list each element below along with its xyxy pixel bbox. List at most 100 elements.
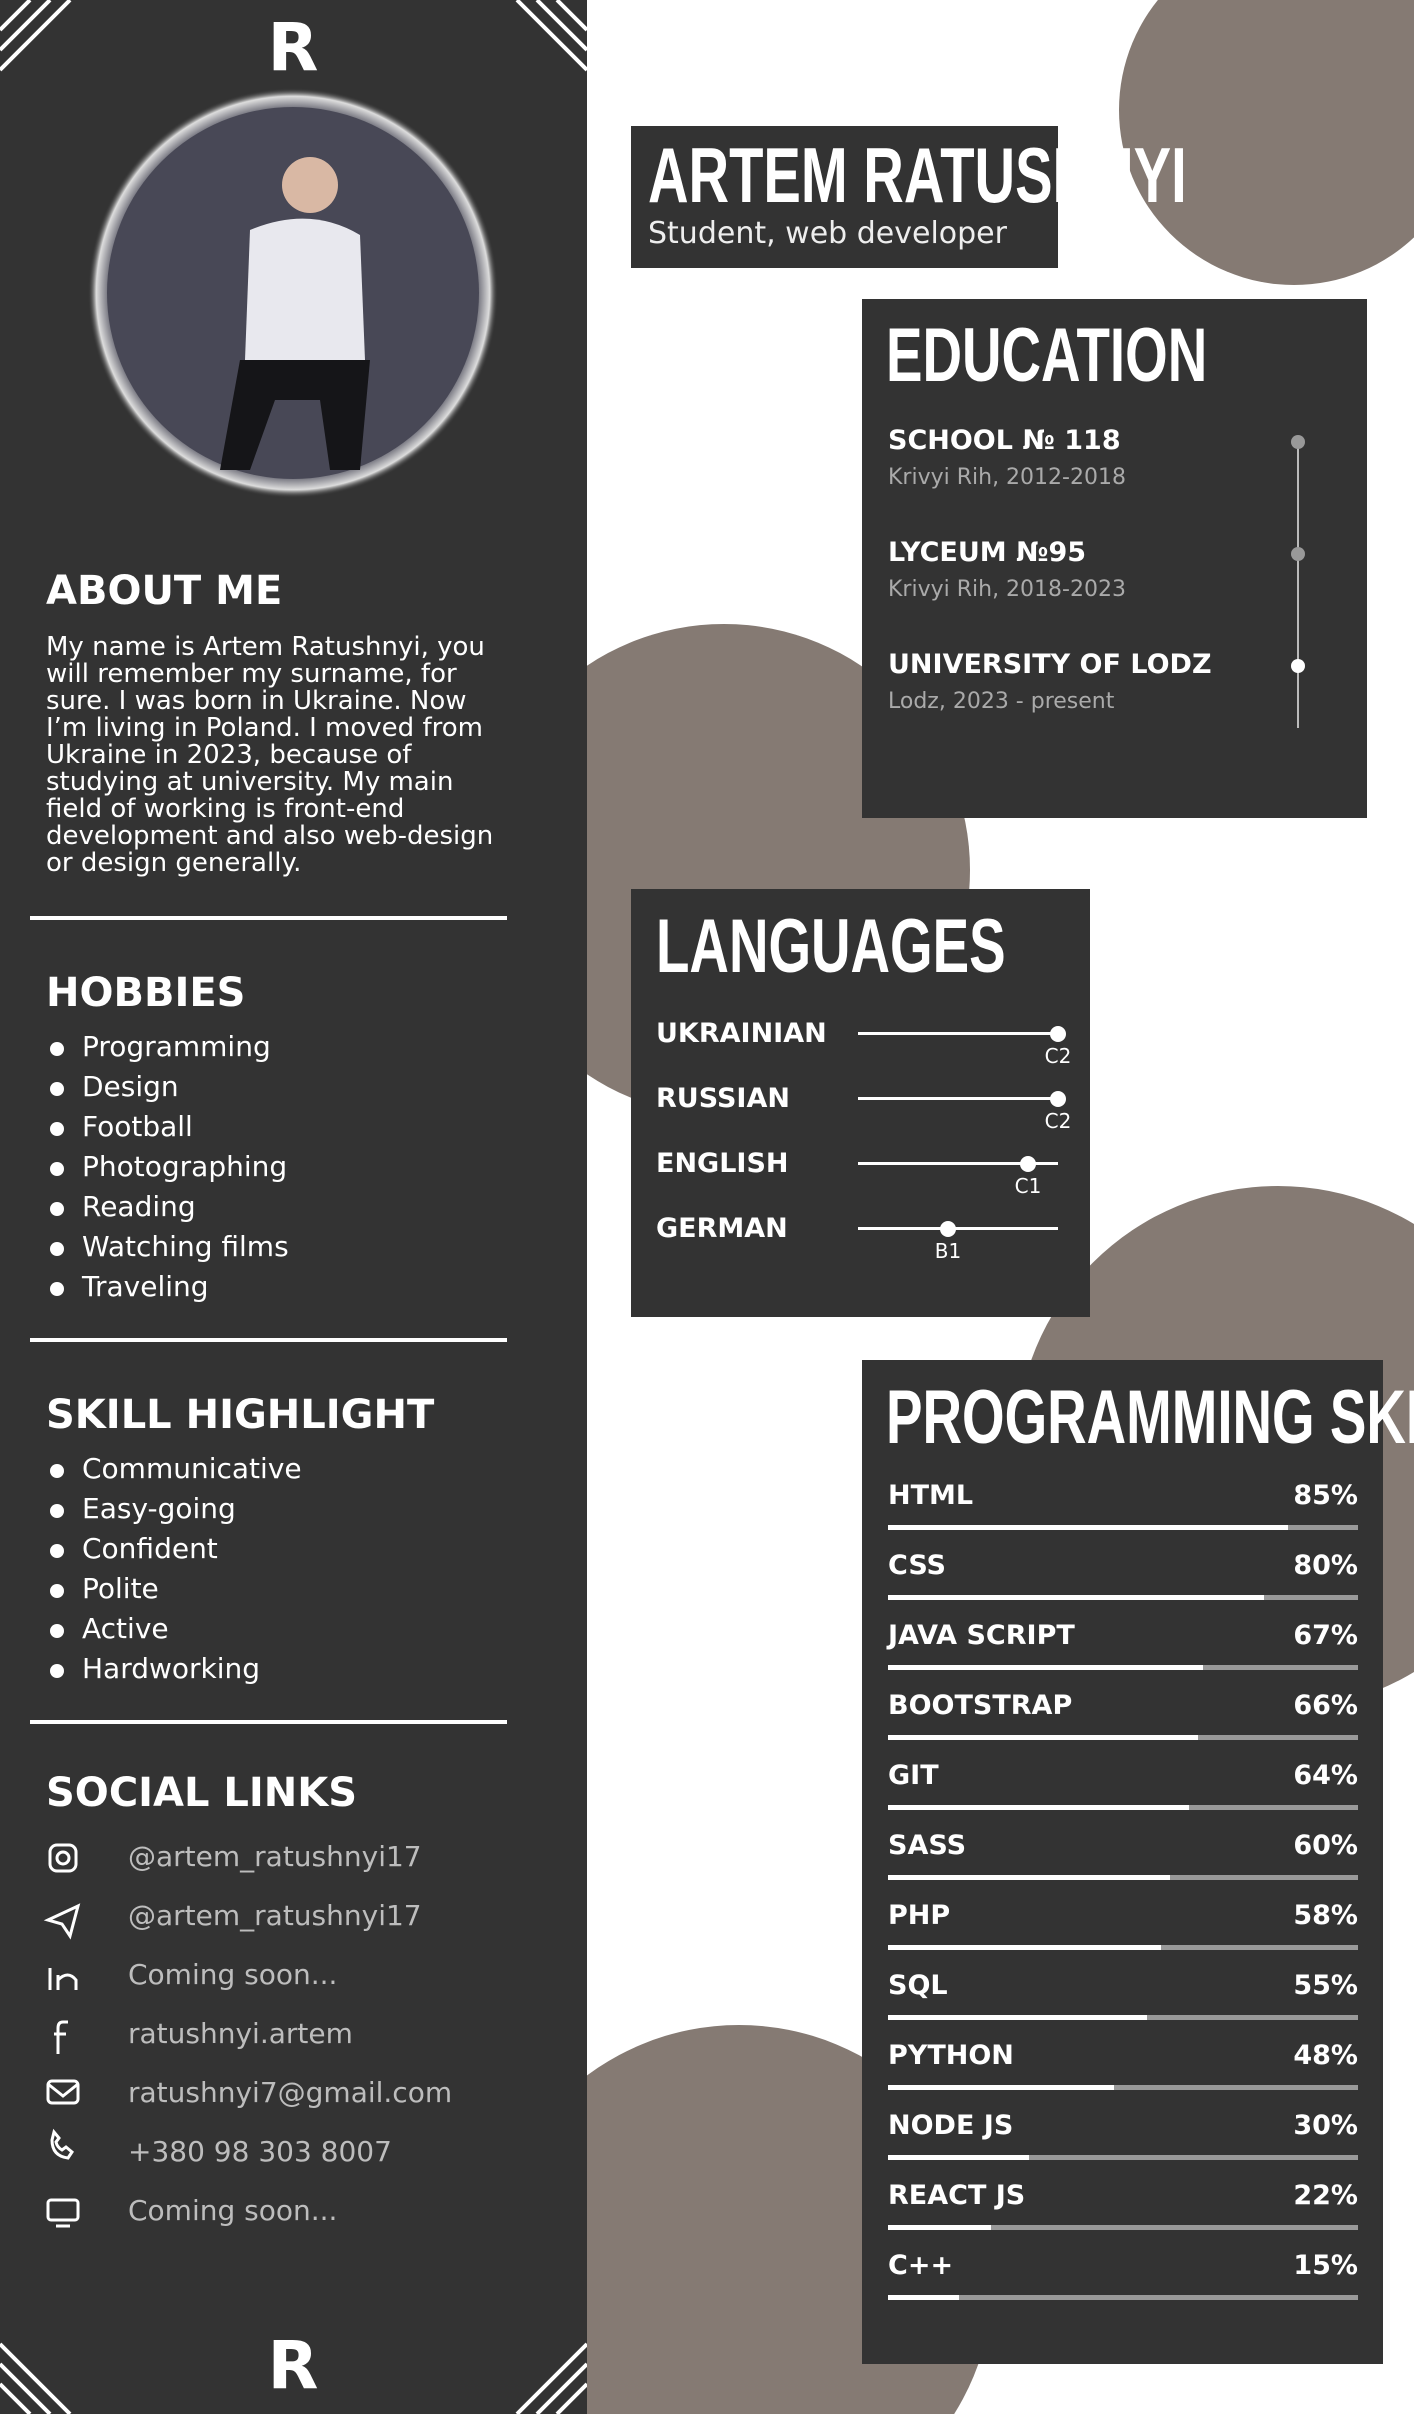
language-name: RUSSIAN [656, 1083, 790, 1114]
section-title: EDUCATION [886, 313, 1208, 398]
language-level: B1 [934, 1239, 962, 1263]
edu-place: Lodz, 2023 - present [888, 689, 1115, 714]
list-item: Hardworking [82, 1652, 261, 1685]
skill-name: REACT JS [888, 2180, 1026, 2211]
skill-name: BOOTSTRAP [888, 1690, 1073, 1721]
language-name: GERMAN [656, 1213, 788, 1244]
list-item: Programming [82, 1030, 271, 1063]
skill-name: SASS [888, 1830, 967, 1861]
section-title: SKILL HIGHLIGHT [46, 1392, 435, 1438]
timeline-dot [1291, 435, 1305, 449]
svg-text:R: R [268, 2327, 319, 2404]
skill-name: NODE JS [888, 2110, 1014, 2141]
section-title: ABOUT ME [46, 568, 283, 614]
slider-dot [1050, 1091, 1066, 1107]
skill-bar [888, 1735, 1199, 1740]
timeline [1297, 443, 1299, 728]
skill-name: SQL [888, 1970, 948, 2001]
bullet [50, 1122, 64, 1136]
edu-name: UNIVERSITY OF LODZ [888, 649, 1212, 680]
skill-bar [888, 2085, 1114, 2090]
list-item: Watching films [82, 1230, 289, 1263]
skill-percent: 66% [1293, 1690, 1358, 1721]
bullet [50, 1082, 64, 1096]
skill-percent: 55% [1293, 1970, 1358, 2001]
bullet [50, 1202, 64, 1216]
list-item: Polite [82, 1572, 159, 1605]
bullet [50, 1282, 64, 1296]
social-link: ratushnyi7@gmail.com [128, 2076, 453, 2109]
skill-name: GIT [888, 1760, 939, 1791]
svg-text:R: R [268, 9, 319, 86]
list-item: Traveling [82, 1270, 209, 1303]
slider-dot [940, 1221, 956, 1237]
social-link: Coming soon... [128, 1958, 338, 1991]
name-box [631, 126, 1058, 268]
skill-percent: 64% [1293, 1760, 1358, 1791]
skill-percent: 30% [1293, 2110, 1358, 2141]
skill-name: HTML [888, 1480, 974, 1511]
skill-track [888, 2155, 1358, 2160]
name: ARTEM RATUSHNYI [648, 131, 1187, 219]
list-item: Reading [82, 1190, 196, 1223]
timeline-dot [1291, 659, 1305, 673]
subtitle: Student, web developer [648, 216, 1007, 251]
timeline-dot [1291, 547, 1305, 561]
social-link: Coming soon... [128, 2194, 338, 2227]
language-name: UKRAINIAN [656, 1018, 827, 1049]
skill-name: PHP [888, 1900, 951, 1931]
list-item: Easy-going [82, 1492, 236, 1525]
sidebar-decor: R R [0, 0, 587, 2414]
language-level: C1 [1014, 1174, 1042, 1198]
skill-bar [888, 1595, 1264, 1600]
social-link: @artem_ratushnyi17 [128, 1840, 422, 1873]
skill-percent: 48% [1293, 2040, 1358, 2071]
skill-percent: 67% [1293, 1620, 1358, 1651]
bullet [50, 1504, 64, 1518]
bullet [50, 1042, 64, 1056]
skill-track [888, 2295, 1358, 2300]
section-title: PROGRAMMING SKILLS [886, 1375, 1414, 1460]
bullet [50, 1544, 64, 1558]
list-item: Communicative [82, 1452, 302, 1485]
skill-percent: 58% [1293, 1900, 1358, 1931]
slider-dot [1020, 1156, 1036, 1172]
about-text: My name is Artem Ratushnyi, you will rem… [46, 632, 494, 878]
languages-box [631, 889, 1090, 1317]
skill-percent: 85% [1293, 1480, 1358, 1511]
skill-bar [888, 1525, 1288, 1530]
section-title: SOCIAL LINKS [46, 1770, 358, 1816]
bullet [50, 1464, 64, 1478]
skill-bar [888, 1875, 1170, 1880]
section-title: HOBBIES [46, 970, 246, 1016]
language-level: C2 [1044, 1044, 1072, 1068]
skill-name: CSS [888, 1550, 946, 1581]
edu-place: Krivyi Rih, 2012-2018 [888, 465, 1126, 490]
bullet [50, 1664, 64, 1678]
edu-name: SCHOOL № 118 [888, 425, 1121, 456]
skill-bar [888, 2295, 959, 2300]
skill-name: PYTHON [888, 2040, 1014, 2071]
edu-name: LYCEUM №95 [888, 537, 1087, 568]
list-item: Photographing [82, 1150, 288, 1183]
skill-bar [888, 2015, 1147, 2020]
social-link: +380 98 303 8007 [128, 2135, 392, 2168]
bullet [50, 1242, 64, 1256]
slider-track [858, 1227, 1058, 1230]
slider-track [858, 1162, 1058, 1165]
skill-percent: 15% [1293, 2250, 1358, 2281]
skill-bar [888, 1805, 1189, 1810]
slider-track [858, 1097, 1058, 1100]
slider-track [858, 1032, 1058, 1035]
sidebar: R R [0, 0, 587, 2414]
list-item: Football [82, 1110, 193, 1143]
skill-percent: 80% [1293, 1550, 1358, 1581]
bullet [50, 1624, 64, 1638]
skill-track [888, 2085, 1358, 2090]
education-box [862, 299, 1367, 818]
bullet [50, 1584, 64, 1598]
bullet [50, 1162, 64, 1176]
list-item: Confident [82, 1532, 218, 1565]
edu-place: Krivyi Rih, 2018-2023 [888, 577, 1126, 602]
